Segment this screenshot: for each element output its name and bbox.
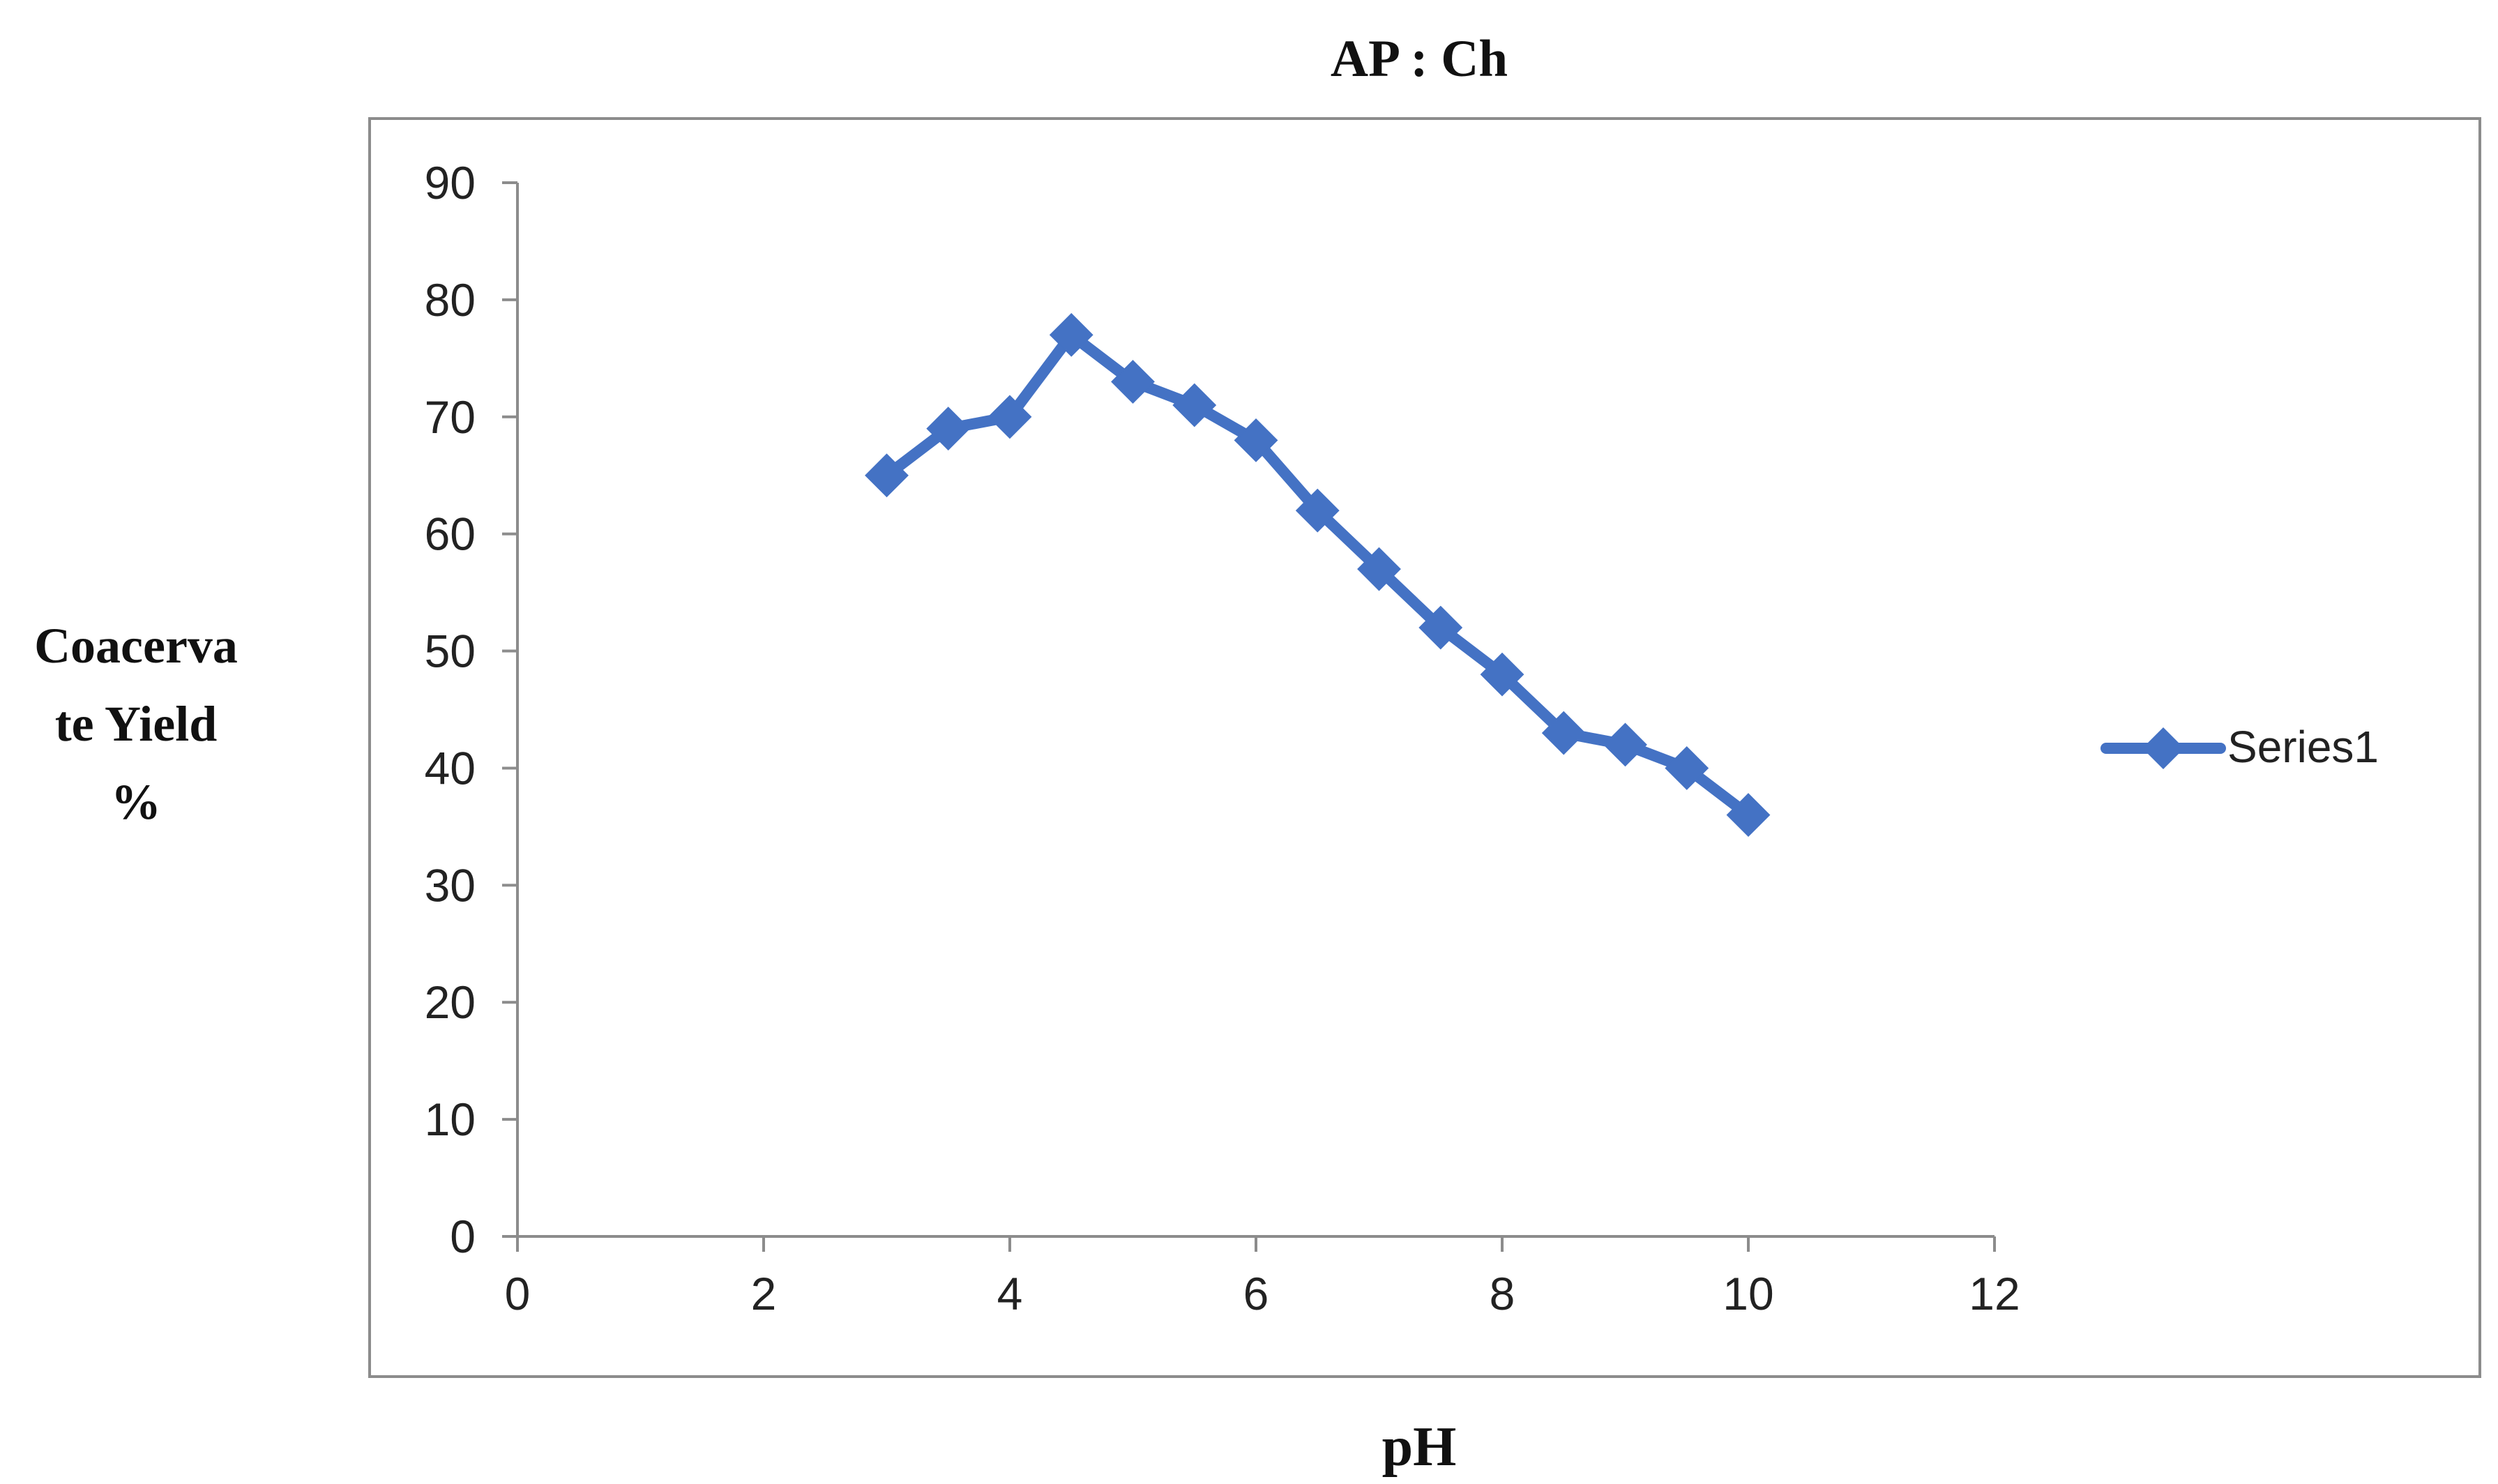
- x-tick-label-12: 12: [1969, 1268, 2020, 1319]
- x-tick-label-2: 2: [751, 1268, 777, 1319]
- legend-label: Series1: [2227, 722, 2379, 772]
- y-tick-label-90: 90: [425, 157, 476, 209]
- data-point-8: [1480, 652, 1524, 697]
- x-axis-title: pH: [1382, 1416, 1457, 1478]
- data-point-4.5: [1049, 312, 1093, 357]
- data-point-6.5: [1295, 488, 1340, 533]
- legend-marker: [2142, 727, 2184, 769]
- x-tick-label-0: 0: [505, 1268, 531, 1319]
- y-tick-label-80: 80: [425, 274, 476, 326]
- data-point-4: [987, 395, 1032, 439]
- y-axis-title-line-1: Coacerva: [34, 618, 238, 674]
- y-axis-title-line-3: %: [111, 774, 161, 830]
- data-point-9: [1603, 722, 1647, 767]
- data-point-5.5: [1172, 383, 1217, 427]
- y-tick-label-0: 0: [450, 1211, 476, 1262]
- data-point-7.5: [1418, 605, 1463, 650]
- data-point-10: [1726, 793, 1771, 838]
- x-tick-label-6: 6: [1243, 1268, 1269, 1319]
- y-tick-label-10: 10: [425, 1093, 476, 1145]
- data-point-6: [1234, 418, 1278, 462]
- y-tick-label-20: 20: [425, 976, 476, 1028]
- x-tick-label-8: 8: [1490, 1268, 1515, 1319]
- y-tick-label-40: 40: [425, 742, 476, 794]
- data-point-3.5: [926, 407, 971, 450]
- y-axis-title: Coacerva te Yield %: [0, 607, 272, 841]
- y-tick-label-50: 50: [425, 626, 476, 677]
- y-axis-title-line-2: te Yield: [54, 696, 218, 752]
- data-point-3: [865, 453, 909, 498]
- y-tick-label-70: 70: [425, 391, 476, 443]
- data-point-7: [1357, 547, 1401, 591]
- data-point-5: [1111, 359, 1155, 404]
- y-tick-label-30: 30: [425, 859, 476, 911]
- y-tick-label-60: 60: [425, 508, 476, 560]
- x-tick-label-4: 4: [997, 1268, 1023, 1319]
- x-tick-label-10: 10: [1723, 1268, 1773, 1319]
- chart-frame: [368, 117, 2481, 1378]
- data-point-9.5: [1665, 746, 1709, 790]
- data-point-8.5: [1541, 711, 1586, 755]
- chart-title: AP : Ch: [1330, 30, 1508, 88]
